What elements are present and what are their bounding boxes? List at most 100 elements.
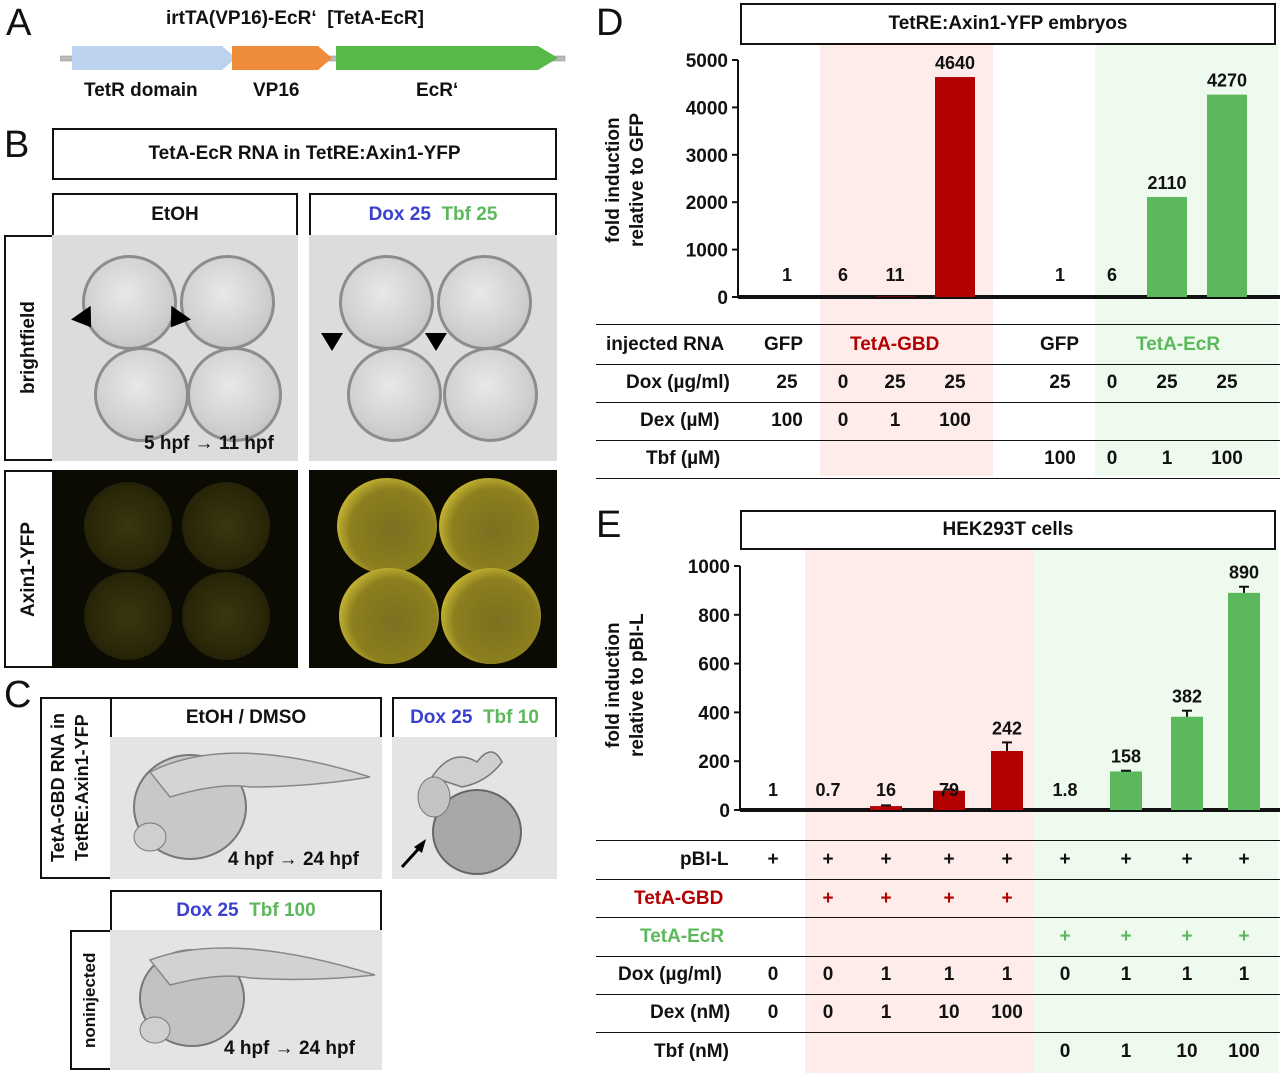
row-label-dex: Dex (µM) [640, 410, 720, 431]
embryo [82, 255, 177, 350]
tetr-domain-arrow [72, 46, 236, 70]
vp16-label: VP16 [253, 80, 300, 101]
table-cell: + [1120, 849, 1132, 870]
vp16-arrow [232, 46, 332, 70]
table-cell: 100 [991, 1002, 1023, 1023]
data-label: 158 [1111, 747, 1141, 767]
tetagbd-row-label: TetA-GBD RNA in TetRE:Axin1-YFP [46, 699, 106, 877]
table-cell: + [1181, 926, 1193, 947]
dox-label: Dox 25 [176, 900, 239, 921]
table-cell: 1 [1120, 964, 1132, 985]
table-cell: 1 [1161, 448, 1173, 469]
data-label: 1 [782, 265, 792, 285]
noninjected-label: noninjected [80, 952, 99, 1048]
bar [933, 790, 965, 810]
bar [991, 750, 1023, 810]
panel-label-e: E [596, 504, 622, 546]
table-cell: 25 [1156, 372, 1178, 393]
panel-e-ylabel: fold induction relative to pBI-L [596, 580, 656, 790]
table-cell: 100 [1228, 1041, 1260, 1062]
embryo-24hpf-drawing [139, 947, 376, 1047]
noninjected-embryo-image: 4 hpf → 24 hpf [110, 930, 382, 1070]
embryo [441, 568, 541, 664]
table-cell: 25 [776, 372, 798, 393]
table-cell: 0 [1059, 964, 1071, 985]
table-cell: + [767, 849, 779, 870]
panel-label-b: B [4, 124, 30, 166]
table-cell: + [1001, 849, 1013, 870]
y-tick-label: 200 [698, 752, 730, 773]
table-divider [596, 840, 1280, 841]
embryo [187, 347, 282, 442]
embryo [84, 482, 172, 570]
etoh-column-header: EtOH [52, 193, 298, 235]
table-divider [596, 364, 1280, 365]
panel-b-title: TetA-EcR RNA in TetRE:Axin1-YFP [52, 128, 557, 180]
bar [1228, 592, 1260, 810]
etoh-dmso-embryo-image: 4 hpf → 24 hpf [110, 737, 382, 879]
row-label-injected-rna: injected RNA [606, 334, 725, 355]
table-cell: 0 [837, 372, 849, 393]
panel-b-title-text: TetA-EcR RNA in TetRE:Axin1-YFP [148, 143, 461, 164]
table-divider [596, 324, 1280, 325]
data-label: 2110 [1147, 173, 1186, 193]
data-label: 16 [876, 780, 896, 800]
table-cell: + [943, 888, 955, 909]
embryo [443, 347, 538, 442]
table-divider [596, 917, 1280, 918]
dox-tbf10-header: Dox 25 Tbf 10 [392, 697, 557, 737]
table-cell: + [822, 849, 834, 870]
table-cell: + [1059, 849, 1071, 870]
table-cell: + [880, 888, 892, 909]
table-cell: 1 [889, 410, 901, 431]
y-tick-label: 0 [717, 288, 728, 309]
brightfield-label: brightfield [18, 301, 39, 395]
bar [870, 806, 902, 810]
table-cell: + [1059, 926, 1071, 947]
embryo [84, 572, 172, 660]
panel-d-title-text: TetRE:Axin1-YFP embryos [888, 13, 1128, 34]
table-cell: + [822, 888, 834, 909]
table-cell: + [943, 849, 955, 870]
panel-d-title: TetRE:Axin1-YFP embryos [740, 3, 1276, 45]
panel-d-ylabel-line1: fold induction [603, 117, 624, 243]
y-tick-label: 400 [698, 703, 730, 724]
row-label-tbf: Tbf (nM) [654, 1041, 729, 1062]
y-tick-label: 600 [698, 655, 730, 676]
data-label: 6 [838, 265, 848, 285]
panel-label-c: C [4, 674, 32, 716]
bar [1171, 716, 1203, 810]
embryo [339, 255, 434, 350]
table-cell: 100 [939, 410, 971, 431]
embryo [94, 347, 189, 442]
tbf-label: Tbf 10 [482, 707, 539, 728]
table-divider [596, 956, 1280, 957]
embryo [180, 255, 275, 350]
embryo [182, 482, 270, 570]
y-tick-label: 4000 [686, 98, 728, 119]
panel-e-bar-chart: 0 200 400 600 800 1000 1 0.7 16 79 242 1.8 158 382 890 [688, 557, 1280, 822]
table-cell: 0 [822, 964, 834, 985]
table-cell: 0 [822, 1002, 834, 1023]
data-label: 0.7 [815, 780, 840, 800]
y-tick-label: 3000 [686, 146, 728, 167]
row-label-tbf: Tbf (µM) [646, 448, 721, 469]
tetagbd-row-label-box: TetA-GBD RNA in TetRE:Axin1-YFP [40, 697, 110, 879]
table-cell: 100 [1044, 448, 1076, 469]
table-divider [596, 879, 1280, 880]
row-label-dex: Dex (nM) [650, 1002, 731, 1023]
data-label: 1 [1055, 265, 1065, 285]
table-cell: 25 [1216, 372, 1238, 393]
embryo [347, 347, 442, 442]
bar [1110, 771, 1142, 810]
construct-alias: [TetA-EcR] [327, 8, 424, 29]
data-label: 11 [885, 265, 904, 285]
tetagbd-row-label-text: TetA-GBD RNA in TetRE:Axin1-YFP [48, 713, 92, 863]
table-cell: + [1238, 849, 1250, 870]
table-divider [596, 440, 1280, 441]
data-label: 4270 [1207, 71, 1247, 91]
row-label-dox: Dox (µg/ml) [618, 964, 722, 985]
panel-e-ylabel-line2: relative to pBI-L [627, 613, 648, 757]
data-label: 382 [1172, 687, 1202, 707]
table-cell: 0 [837, 410, 849, 431]
